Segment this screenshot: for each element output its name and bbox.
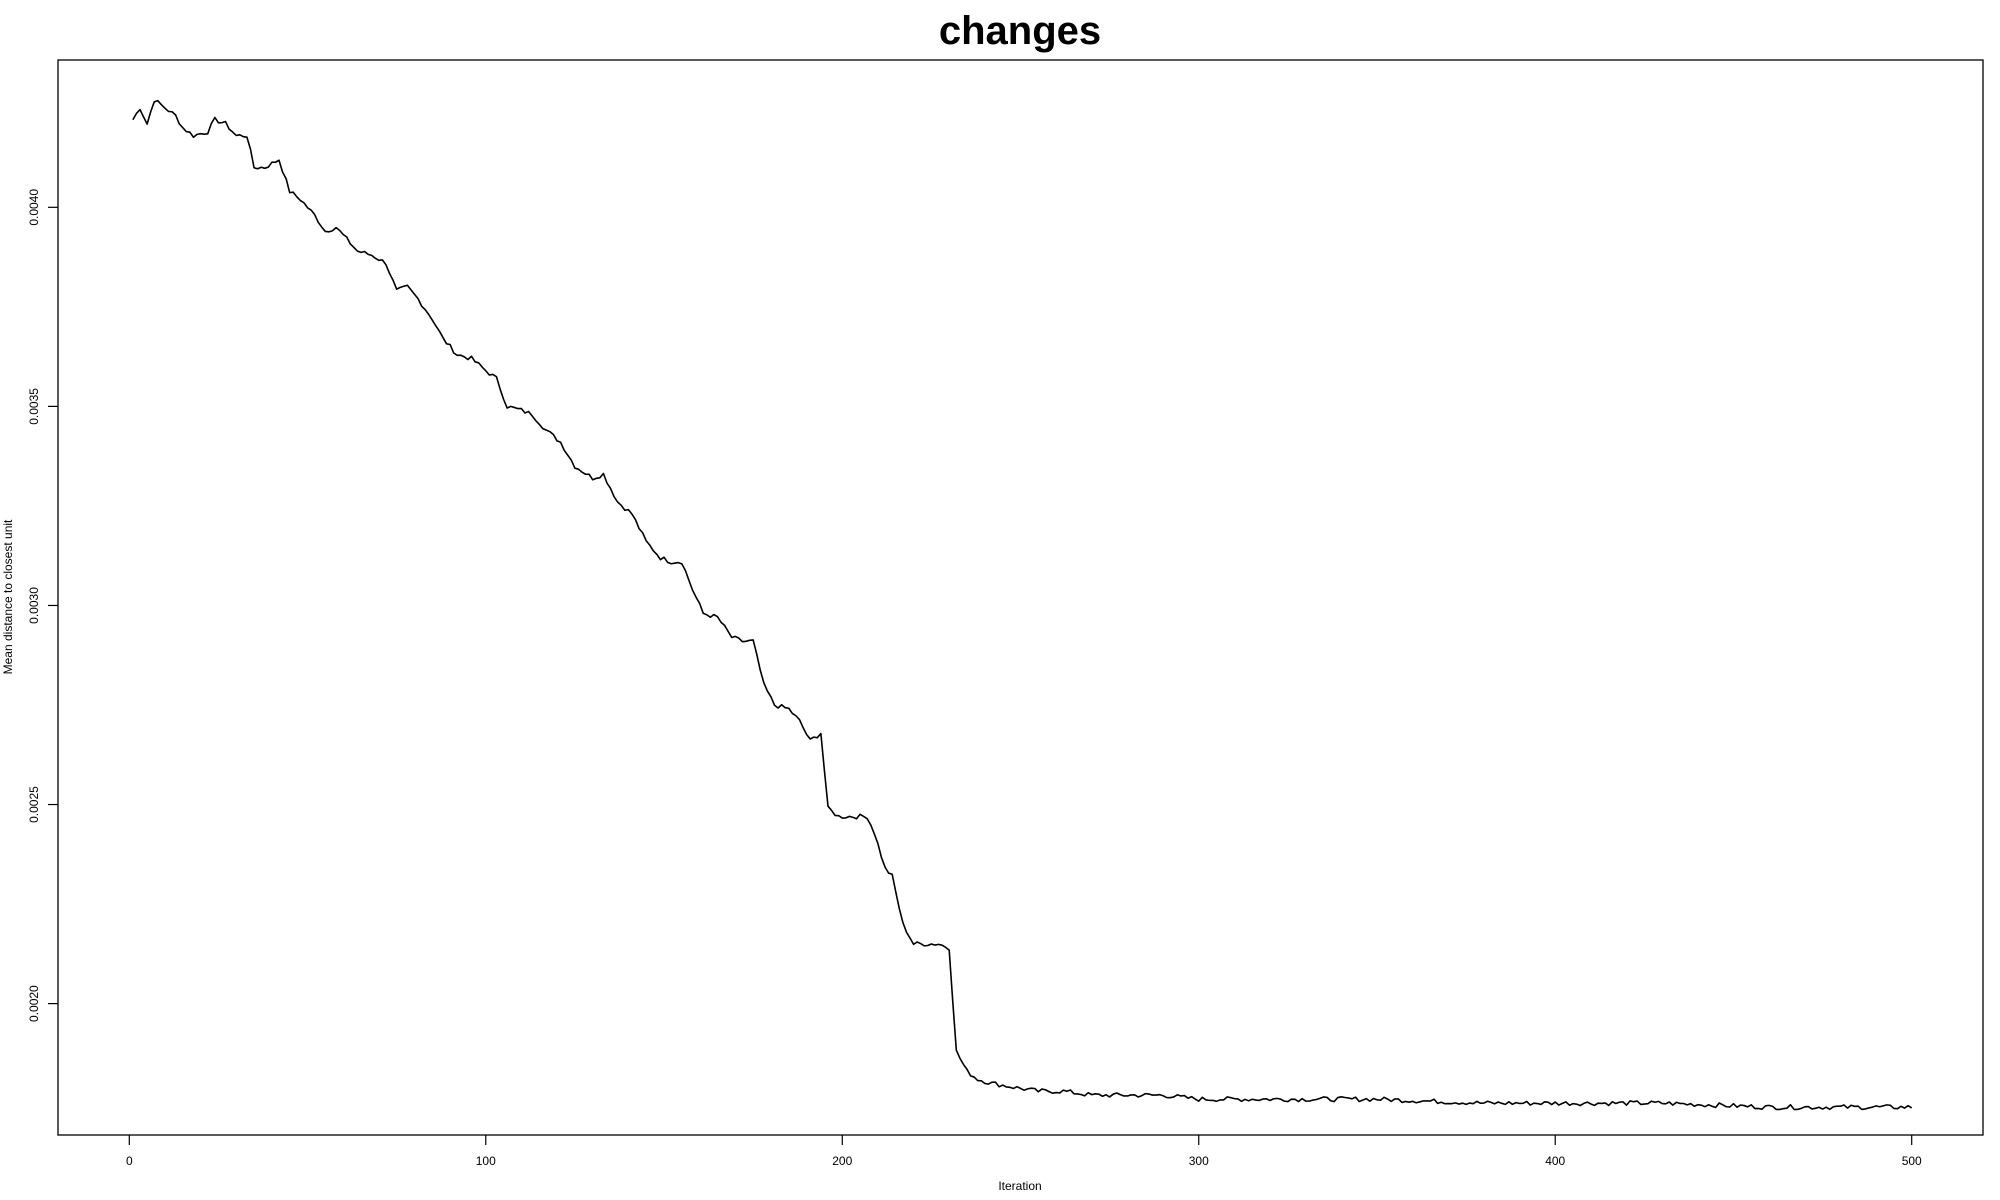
x-axis: 0 100 200 300 400 500 xyxy=(126,1135,1922,1168)
series-line xyxy=(132,99,1913,1111)
x-axis-label: Iteration xyxy=(998,1179,1041,1193)
y-tick-label: 0.0035 xyxy=(27,388,41,425)
y-tick-label: 0.0040 xyxy=(27,189,41,226)
y-axis: 0.0020 0.0025 0.0030 0.0035 0.0040 xyxy=(27,189,58,1022)
plot-frame xyxy=(57,59,1984,1136)
x-tick-label: 0 xyxy=(126,1154,133,1168)
x-tick-label: 300 xyxy=(1189,1154,1209,1168)
x-tick-label: 100 xyxy=(476,1154,496,1168)
y-axis-label: Mean distance to closest unit xyxy=(1,519,15,674)
x-tick-label: 200 xyxy=(832,1154,852,1168)
y-tick-label: 0.0030 xyxy=(27,587,41,624)
x-tick-label: 500 xyxy=(1902,1154,1922,1168)
x-tick-label: 400 xyxy=(1545,1154,1565,1168)
y-tick-label: 0.0020 xyxy=(27,985,41,1022)
chart-title: changes xyxy=(939,9,1101,53)
y-tick-label: 0.0025 xyxy=(27,786,41,823)
